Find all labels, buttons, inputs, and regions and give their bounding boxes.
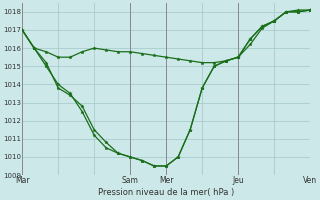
X-axis label: Pression niveau de la mer( hPa ): Pression niveau de la mer( hPa ) [98, 188, 234, 197]
